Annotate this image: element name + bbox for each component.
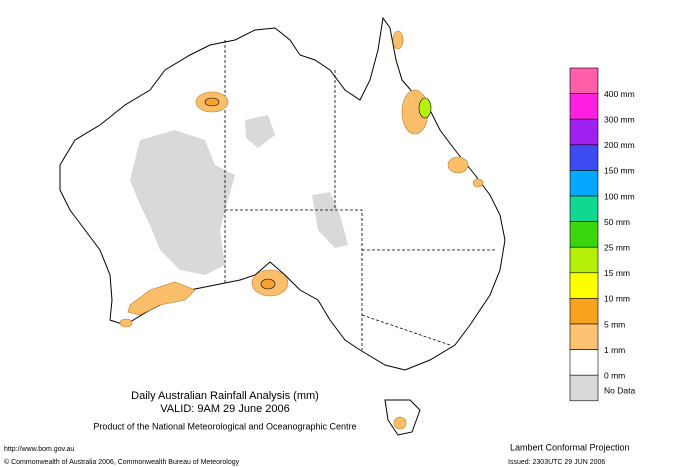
rain-area [392, 30, 404, 50]
issued: Issued: 2303UTC 29 JUN 2006 [508, 459, 605, 466]
projection: Lambert Conformal Projection [510, 442, 630, 452]
no-data-area [130, 130, 235, 275]
legend-label: 300 mm [604, 114, 635, 124]
legend-swatch [569, 374, 599, 402]
legend-label: 50 mm [604, 217, 630, 227]
rain-area [119, 318, 133, 328]
legend-label: 200 mm [604, 140, 635, 150]
legend-swatch [569, 246, 599, 274]
australia-map [59, 16, 506, 436]
legend-label: 15 mm [604, 268, 630, 278]
no-data-area [245, 115, 275, 148]
rain-area [260, 278, 276, 290]
legend-label: 10 mm [604, 294, 630, 304]
mainland [59, 16, 506, 371]
legend-swatch [569, 144, 599, 171]
legend-swatch [569, 221, 599, 248]
no-data-area [312, 192, 348, 248]
legend-label: No Data [604, 385, 635, 395]
legend-swatch [569, 323, 599, 350]
rain-area [204, 97, 220, 107]
valid-time: VALID: 9AM 29 June 2006 [160, 403, 289, 415]
product-note: Product of the National Meteorological a… [93, 421, 356, 431]
url: http://www.bom.gov.au [4, 446, 74, 453]
legend-swatch [569, 67, 599, 94]
legend-label: 100 mm [604, 191, 635, 201]
legend-swatch [569, 195, 599, 222]
legend-swatch [569, 349, 599, 376]
rain-area [447, 156, 469, 174]
legend-label: 150 mm [604, 166, 635, 176]
legend-swatch [569, 298, 599, 325]
legend-label: 1 mm [604, 345, 625, 355]
rain-area [472, 178, 484, 188]
legend-label: 5 mm [604, 319, 625, 329]
copyright: © Commonwealth of Australia 2006, Common… [4, 458, 240, 466]
state-border [224, 40, 495, 350]
rain-area [127, 281, 196, 316]
legend-swatch [569, 118, 599, 146]
legend-swatch [569, 272, 599, 299]
legend-swatch [569, 93, 599, 120]
legend-label: 0 mm [604, 370, 625, 380]
legend-label: 25 mm [604, 242, 630, 252]
legend-label: 400 mm [604, 89, 635, 99]
legend-swatch [569, 170, 599, 197]
map-title: Daily Australian Rainfall Analysis (mm) [131, 390, 319, 402]
legend: 400 mm 300 mm 200 mm 150 mm 100 mm 50 mm 25 mm… [569, 67, 635, 402]
rain-area [393, 416, 407, 430]
rain-area [418, 97, 432, 119]
